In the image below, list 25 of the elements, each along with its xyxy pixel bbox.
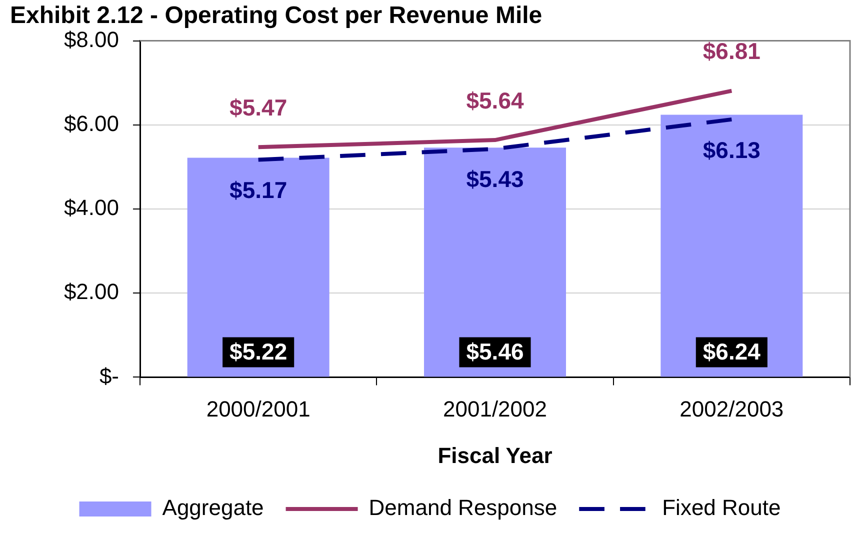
bar [424, 148, 566, 377]
legend-label: Fixed Route [662, 495, 781, 520]
data-label: $6.81 [702, 38, 761, 64]
chart-title: Exhibit 2.12 - Operating Cost per Revenue Mile [10, 2, 542, 30]
data-label: $5.17 [230, 177, 288, 204]
x-axis-title: Fiscal Year [438, 442, 553, 468]
y-tick-label: $2.00 [64, 279, 119, 304]
y-tick-label: $4.00 [64, 195, 119, 220]
x-tick-label: 2002/2003 [680, 396, 784, 422]
data-label: $5.22 [230, 338, 288, 365]
data-label: $6.13 [702, 136, 760, 163]
bar [187, 158, 330, 377]
y-tick-label: $8.00 [64, 26, 119, 52]
data-label: $5.47 [230, 94, 288, 121]
y-tick-label: $- [99, 363, 119, 388]
y-tick-label: $6.00 [64, 110, 119, 136]
data-label: $5.64 [466, 87, 524, 114]
data-label: $6.24 [702, 338, 761, 365]
bar [660, 114, 803, 377]
x-tick-label: 2000/2001 [206, 396, 310, 422]
legend-label: Aggregate [162, 495, 264, 520]
x-tick-label: 2001/2002 [443, 396, 547, 422]
data-label: $5.43 [466, 166, 524, 192]
data-label: $5.46 [466, 338, 524, 365]
legend-label: Demand Response [368, 495, 558, 520]
